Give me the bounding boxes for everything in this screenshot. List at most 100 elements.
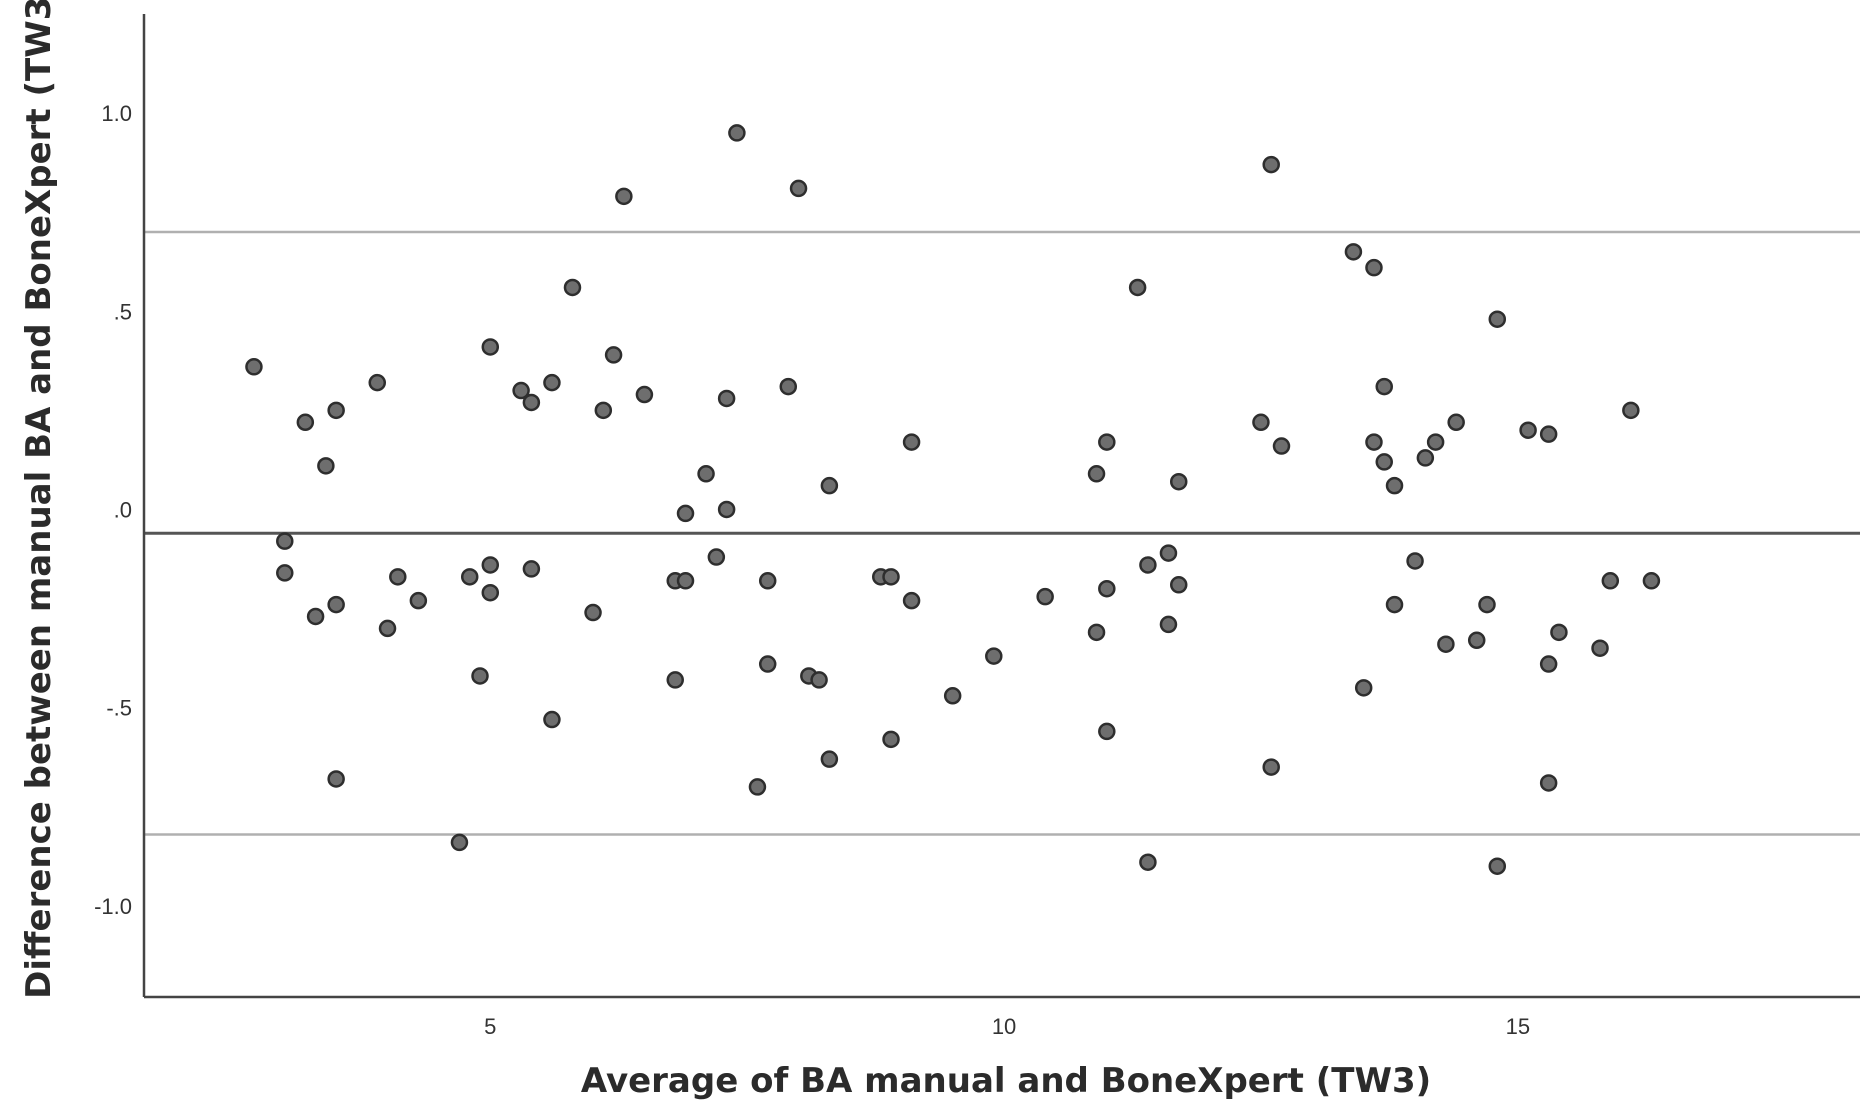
data-point <box>1437 635 1455 653</box>
y-tick-label: -1.0 <box>94 894 132 919</box>
data-point <box>1098 579 1116 598</box>
data-point <box>389 568 407 586</box>
data-point <box>1642 572 1661 590</box>
data-point <box>584 603 602 622</box>
data-point <box>1087 623 1106 642</box>
data-point <box>1519 421 1537 439</box>
y-tick-label: -.5 <box>106 696 132 721</box>
data-point <box>666 671 684 689</box>
axes <box>142 14 1860 999</box>
data-point <box>882 730 900 749</box>
data-point <box>676 572 695 590</box>
data-point <box>789 179 808 198</box>
data-point <box>1488 310 1507 328</box>
data-point <box>820 750 839 768</box>
data-point <box>543 373 561 392</box>
data-point <box>276 532 294 550</box>
data-point <box>748 778 767 796</box>
y-tick-labels: 1.0 .5 .0 -.5 -1.0 <box>94 101 132 919</box>
data-point <box>882 568 900 586</box>
data-point <box>327 770 345 788</box>
data-point <box>594 401 613 420</box>
data-point <box>327 401 345 420</box>
data-point <box>296 413 315 432</box>
data-point <box>676 504 695 523</box>
data-point <box>1098 433 1116 451</box>
data-point <box>820 476 839 495</box>
data-point <box>306 607 325 626</box>
data-point <box>1385 595 1404 614</box>
data-point <box>1128 278 1147 297</box>
data-point <box>635 385 654 404</box>
data-point <box>1539 774 1558 792</box>
data-point <box>1262 155 1280 174</box>
data-points <box>245 124 1661 875</box>
y-tick-label: .0 <box>114 497 132 522</box>
data-point <box>1159 615 1178 634</box>
data-point <box>1139 853 1157 871</box>
data-point <box>481 338 500 356</box>
data-point <box>758 655 777 673</box>
data-point <box>471 667 489 685</box>
data-point <box>1365 258 1383 277</box>
data-point <box>604 346 623 364</box>
data-point <box>615 187 633 206</box>
data-point <box>1467 631 1486 650</box>
reference-lines <box>144 230 1860 836</box>
data-point <box>707 548 726 566</box>
data-point <box>728 124 746 142</box>
data-point <box>1550 623 1568 642</box>
x-tick-labels: 5 10 15 <box>484 1014 1530 1039</box>
data-point <box>522 560 541 578</box>
x-tick-label: 5 <box>484 1014 496 1039</box>
data-point <box>1622 401 1640 420</box>
data-point <box>450 833 469 852</box>
data-point <box>1354 679 1373 697</box>
data-point <box>1087 465 1106 483</box>
data-point <box>717 389 736 408</box>
x-tick-label: 15 <box>1506 1014 1530 1039</box>
data-point <box>1375 377 1393 396</box>
data-point <box>1488 857 1507 875</box>
data-point <box>1385 476 1404 495</box>
data-point <box>276 564 294 582</box>
y-tick-label: .5 <box>114 299 132 324</box>
data-point <box>1272 437 1291 455</box>
data-point <box>943 687 962 705</box>
data-point <box>245 358 263 376</box>
data-point <box>409 591 428 610</box>
data-point <box>481 583 500 602</box>
data-point <box>327 595 345 614</box>
data-point <box>543 710 561 729</box>
data-point <box>1375 453 1393 471</box>
data-point <box>563 278 582 297</box>
data-point <box>985 647 1003 665</box>
data-point <box>1262 758 1280 776</box>
data-point <box>1036 587 1054 606</box>
data-point <box>522 393 541 412</box>
data-point <box>1159 544 1178 562</box>
x-tick-label: 10 <box>992 1014 1016 1039</box>
data-point <box>1416 449 1435 467</box>
data-point <box>1601 572 1620 590</box>
data-point <box>1252 413 1270 432</box>
data-point <box>1365 433 1383 451</box>
data-point <box>1098 722 1116 741</box>
data-point <box>1139 556 1157 574</box>
data-point <box>1539 655 1558 673</box>
data-point <box>902 591 921 610</box>
data-point <box>1447 413 1465 432</box>
data-point <box>1169 576 1188 594</box>
y-tick-label: 1.0 <box>101 101 132 126</box>
data-point <box>779 377 798 396</box>
data-point <box>368 373 387 392</box>
x-axis-title: Average of BA manual and BoneXpert (TW3) <box>581 1061 1431 1101</box>
data-point <box>1169 472 1188 491</box>
data-point <box>460 568 479 586</box>
data-point <box>378 619 397 638</box>
data-point <box>810 671 828 689</box>
data-point <box>512 381 530 400</box>
data-point <box>1539 425 1558 443</box>
